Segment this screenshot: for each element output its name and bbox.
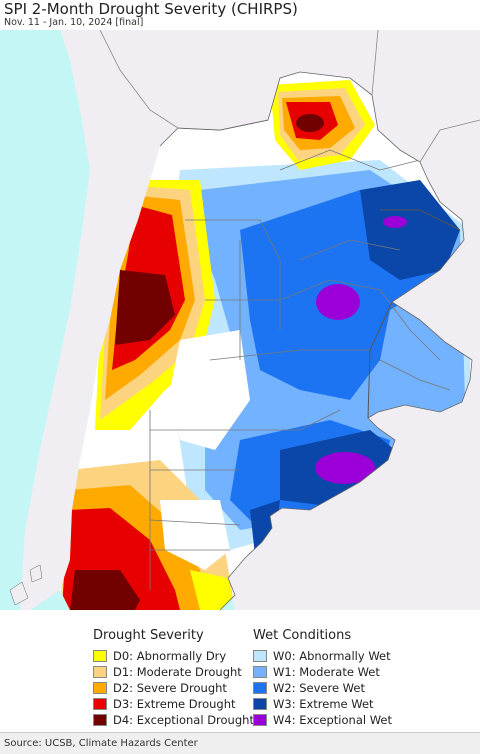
legend-swatch-d3 (93, 698, 107, 710)
map-subtitle: Nov. 11 - Jan. 10, 2024 [final] (4, 17, 144, 28)
legend: Drought Severity D0: Abnormally Dry D1: … (0, 610, 480, 732)
legend-label-w3: W3: Extreme Wet (273, 697, 374, 711)
drought-legend: Drought Severity D0: Abnormally Dry D1: … (93, 628, 254, 728)
legend-swatch-d1 (93, 666, 107, 678)
legend-label-w2: W2: Severe Wet (273, 681, 365, 695)
legend-swatch-w1 (253, 666, 267, 678)
wet-legend-heading: Wet Conditions (253, 628, 352, 643)
legend-item-d3: D3: Extreme Drought (93, 696, 254, 712)
wet-w4-east (383, 216, 407, 228)
legend-swatch-d4 (93, 714, 107, 726)
legend-label-d2: D2: Severe Drought (113, 681, 227, 695)
legend-label-w1: W1: Moderate Wet (273, 665, 380, 679)
legend-item-w1: W1: Moderate Wet (253, 664, 392, 680)
legend-item-d1: D1: Moderate Drought (93, 664, 254, 680)
legend-swatch-w0 (253, 650, 267, 662)
legend-item-w0: W0: Abnormally Wet (253, 648, 392, 664)
neighbor-borders (99, 30, 480, 163)
legend-label-d0: D0: Abnormally Dry (113, 649, 227, 663)
legend-item-d0: D0: Abnormally Dry (93, 648, 254, 664)
drought-d0-southwest (190, 570, 235, 610)
drought-map (0, 30, 480, 610)
legend-item-d2: D2: Severe Drought (93, 680, 254, 696)
legend-swatch-w2 (253, 682, 267, 694)
legend-swatch-d2 (93, 682, 107, 694)
normal-patch-south (160, 500, 230, 570)
drought-d4-north (296, 114, 324, 132)
legend-label-w4: W4: Exceptional Wet (273, 713, 392, 727)
region-outline (159, 71, 473, 610)
wet-w4-south (315, 452, 375, 484)
legend-item-w3: W3: Extreme Wet (253, 696, 392, 712)
coast-islands (9, 564, 43, 606)
legend-item-w2: W2: Severe Wet (253, 680, 392, 696)
wet-w3-east (360, 180, 460, 280)
legend-item-d4: D4: Exceptional Drought (93, 712, 254, 728)
footer-bar: Source: UCSB, Climate Hazards Center (0, 732, 480, 754)
legend-label-w0: W0: Abnormally Wet (273, 649, 391, 663)
normal-patch-center (170, 330, 250, 450)
legend-swatch-w3 (253, 698, 267, 710)
legend-item-w4: W4: Exceptional Wet (253, 712, 392, 728)
drought-d4-west (115, 270, 175, 345)
legend-swatch-w4 (253, 714, 267, 726)
neighbor-land-north (20, 30, 480, 610)
wet-legend: Wet Conditions W0: Abnormally Wet W1: Mo… (253, 628, 392, 728)
legend-label-d1: D1: Moderate Drought (113, 665, 242, 679)
drought-d4-southwest (70, 570, 140, 610)
admin-borders (149, 149, 451, 590)
legend-swatch-d0 (93, 650, 107, 662)
legend-label-d3: D3: Extreme Drought (113, 697, 236, 711)
legend-label-d4: D4: Exceptional Drought (113, 713, 254, 727)
source-credit: Source: UCSB, Climate Hazards Center (4, 738, 198, 749)
drought-legend-heading: Drought Severity (93, 628, 204, 643)
map-title: SPI 2-Month Drought Severity (CHIRPS) (4, 0, 298, 18)
wet-w4-central (316, 284, 360, 320)
